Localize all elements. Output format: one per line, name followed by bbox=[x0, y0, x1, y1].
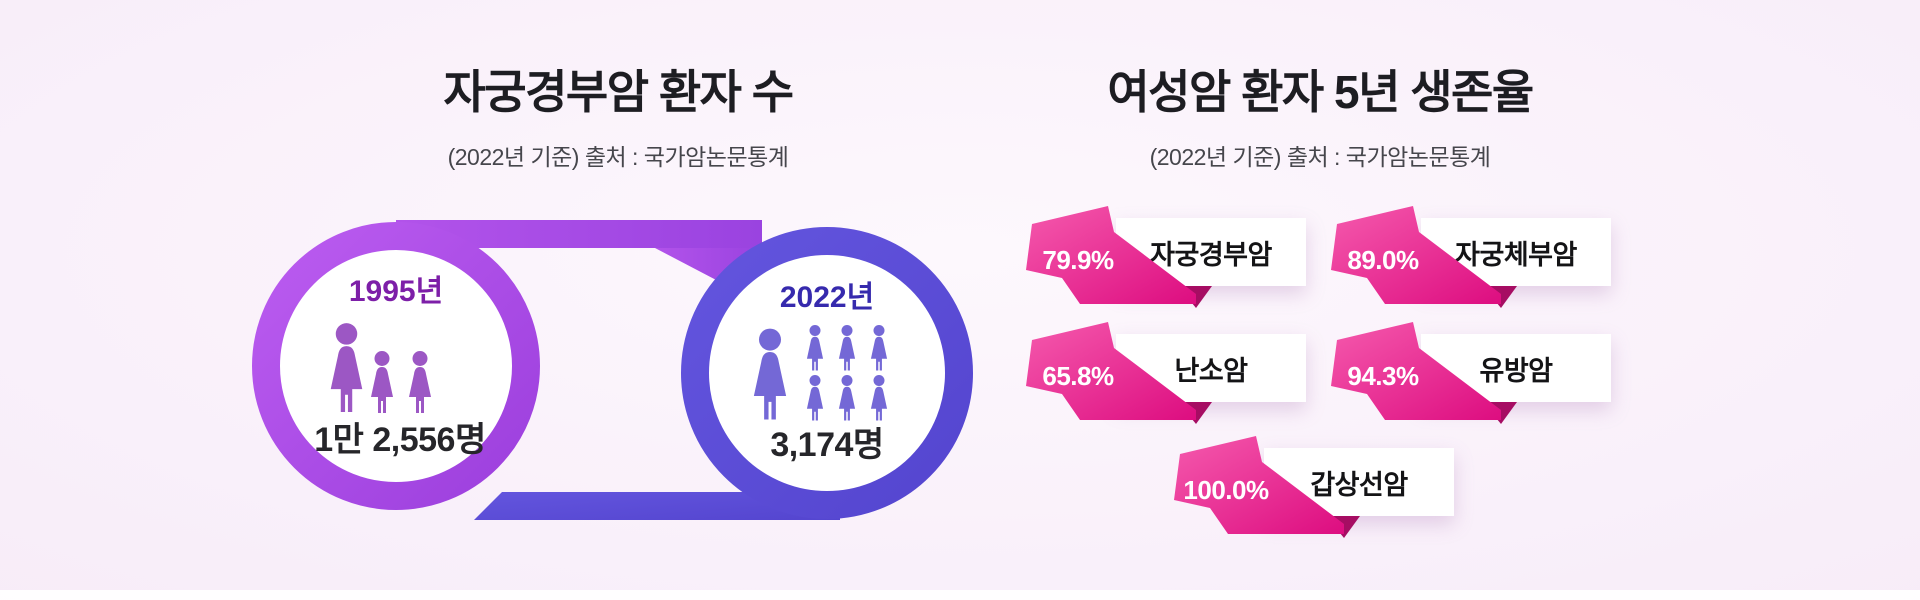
left-panel-source: (2022년 기준) 출처 : 국가암논문통계 bbox=[447, 144, 789, 170]
year-circle-1995 bbox=[252, 222, 540, 510]
survival-rate: 94.3% bbox=[1347, 361, 1419, 391]
cancer-name: 유방암 bbox=[1479, 355, 1553, 386]
right-panel-source: (2022년 기준) 출처 : 국가암논문통계 bbox=[1149, 144, 1491, 170]
survival-ribbon-cervical: 자궁경부암 79.9% bbox=[1020, 202, 1320, 312]
survival-rate: 100.0% bbox=[1183, 475, 1269, 505]
ribbon-arrow-icon bbox=[1174, 436, 1360, 538]
survival-ribbon-thyroid: 갑상선암 100.0% bbox=[1168, 432, 1468, 542]
year-label-1995: 1995년 bbox=[349, 275, 443, 308]
ribbon-label-box: 갑상선암 bbox=[1264, 448, 1454, 516]
survival-ribbon-breast: 유방암 94.3% bbox=[1325, 318, 1625, 428]
ribbon-arrow-icon bbox=[1026, 322, 1212, 424]
belt-bottom-band bbox=[474, 492, 840, 520]
cancer-name: 자궁체부암 bbox=[1455, 239, 1577, 270]
year-circle-2022 bbox=[681, 227, 973, 519]
cancer-name: 자궁경부암 bbox=[1150, 239, 1272, 270]
ribbon-arrow-icon bbox=[1331, 322, 1517, 424]
bottom-highlight-strip bbox=[0, 590, 1920, 600]
survival-rate: 89.0% bbox=[1347, 245, 1419, 275]
patient-count-2022: 3,174명 bbox=[770, 426, 883, 464]
survival-rate: 79.9% bbox=[1042, 245, 1114, 275]
right-panel-title: 여성암 환자 5년 생존율 bbox=[1107, 66, 1534, 118]
cancer-name: 난소암 bbox=[1174, 355, 1248, 386]
ribbon-arrow-icon bbox=[1026, 206, 1212, 308]
survival-ribbon-ovarian: 난소암 65.8% bbox=[1020, 318, 1320, 428]
patient-count-1995: 1만 2,556명 bbox=[314, 421, 486, 459]
left-panel-title: 자궁경부암 환자 수 bbox=[443, 66, 794, 118]
survival-ribbon-uterine: 자궁체부암 89.0% bbox=[1325, 202, 1625, 312]
cancer-name: 갑상선암 bbox=[1310, 469, 1408, 500]
year-label-2022: 2022년 bbox=[780, 281, 874, 314]
survival-rate: 65.8% bbox=[1042, 361, 1114, 391]
ribbon-arrow-icon bbox=[1331, 206, 1517, 308]
patient-count-belt-chart: 1995년 1만 2,556명 2022년 3,174명 bbox=[252, 220, 973, 520]
